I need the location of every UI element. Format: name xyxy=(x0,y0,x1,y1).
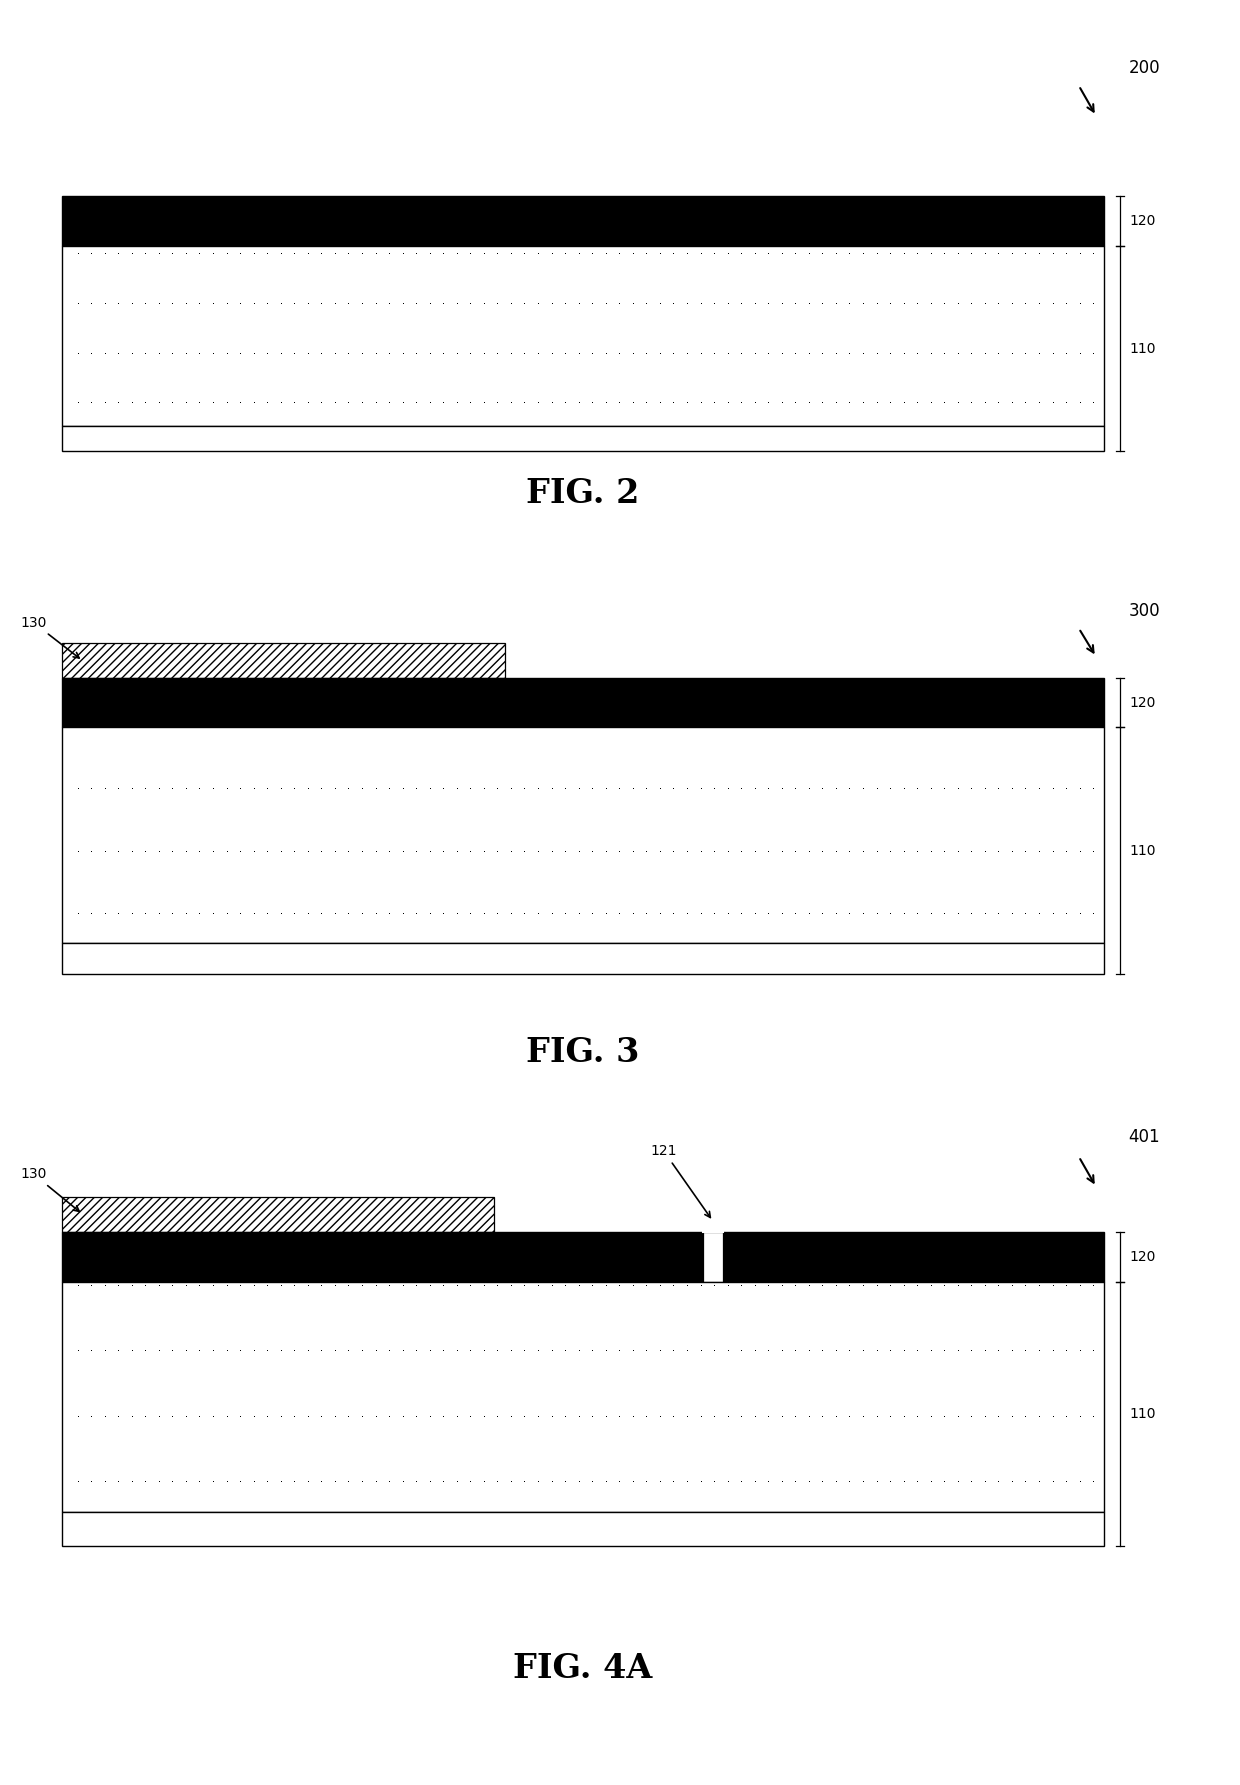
Bar xyxy=(62,942,1104,975)
Bar xyxy=(62,1198,495,1232)
Text: 120: 120 xyxy=(1130,1250,1156,1264)
Text: 110: 110 xyxy=(1130,844,1156,857)
Bar xyxy=(62,1512,1104,1546)
Text: 121: 121 xyxy=(651,1144,711,1217)
Bar xyxy=(62,726,1104,942)
Bar xyxy=(62,1282,1104,1512)
Text: 401: 401 xyxy=(1128,1128,1161,1146)
Text: 200: 200 xyxy=(1128,59,1161,77)
Text: FIG. 3: FIG. 3 xyxy=(526,1035,640,1069)
Bar xyxy=(703,1232,723,1282)
Text: FIG. 4A: FIG. 4A xyxy=(513,1651,652,1685)
Text: 110: 110 xyxy=(1130,341,1156,355)
Text: 130: 130 xyxy=(20,1167,79,1212)
Bar xyxy=(62,196,1104,246)
Bar xyxy=(723,1232,1104,1282)
Text: 130: 130 xyxy=(20,616,79,659)
Text: FIG. 2: FIG. 2 xyxy=(526,477,640,511)
Bar xyxy=(62,643,505,678)
Text: 110: 110 xyxy=(1130,1407,1156,1421)
Text: 120: 120 xyxy=(1130,214,1156,228)
Bar xyxy=(62,427,1104,452)
Bar xyxy=(62,1232,703,1282)
Bar xyxy=(62,246,1104,427)
Text: 300: 300 xyxy=(1128,602,1161,619)
Text: 120: 120 xyxy=(1130,696,1156,710)
Bar xyxy=(62,678,1104,726)
